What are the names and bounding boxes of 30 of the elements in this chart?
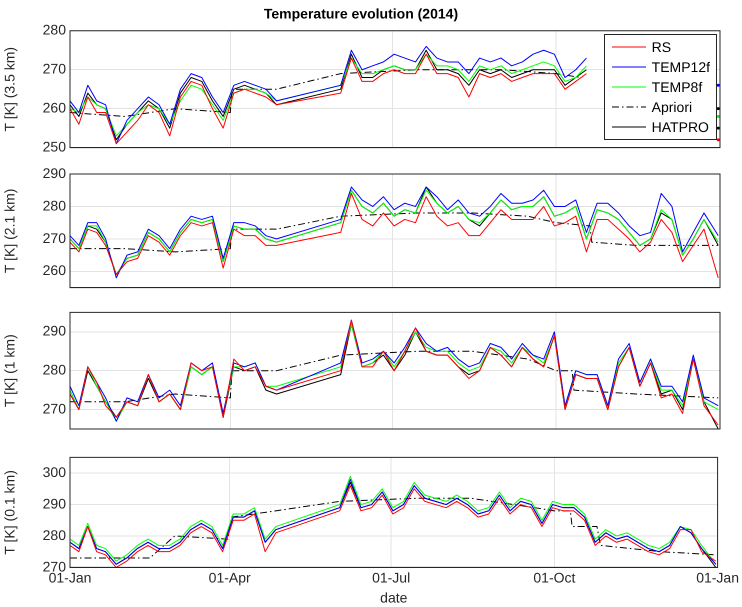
y-tick-label: 290	[42, 495, 66, 512]
y-tick-label: 270	[42, 400, 66, 416]
y-axis-title: T [K] (1 km)	[1, 334, 18, 408]
y-tick-label: 290	[42, 164, 66, 181]
y-tick-label: 270	[42, 558, 66, 574]
y-tick-label: 280	[42, 22, 66, 38]
y-tick-label: 280	[42, 526, 66, 543]
legend-label: Apriori	[652, 98, 692, 117]
y-tick-label: 280	[42, 197, 66, 214]
y-tick-label: 270	[42, 60, 66, 77]
chart-title: Temperature evolution (2014)	[264, 5, 458, 22]
y-tick-label: 270	[42, 230, 66, 246]
y-tick-label: 290	[42, 322, 66, 339]
x-tick-label: 01-Jul	[372, 570, 410, 586]
y-tick-label: 300	[42, 464, 66, 480]
legend-label: HATPRO	[652, 118, 709, 137]
x-tick-label: 01-Oct	[533, 570, 576, 586]
y-axis-title: T [K] (3.5 km)	[1, 46, 18, 132]
y-tick-label: 250	[42, 138, 66, 154]
x-axis-title: date	[380, 589, 408, 606]
y-tick-label: 260	[42, 100, 66, 116]
y-axis-title: T [K] (0.1 km)	[1, 470, 18, 555]
y-tick-label: 260	[42, 262, 66, 278]
legend-label: TEMP12f	[652, 58, 710, 77]
x-tick-label: 01-Jan	[696, 570, 740, 586]
x-tick-label: 01-Apr	[208, 570, 252, 586]
y-tick-label: 280	[42, 362, 66, 378]
legend-label: RS	[652, 38, 672, 57]
legend-label: TEMP8f	[652, 78, 702, 97]
y-axis-title: T [K] (2.1 km)	[1, 188, 18, 274]
